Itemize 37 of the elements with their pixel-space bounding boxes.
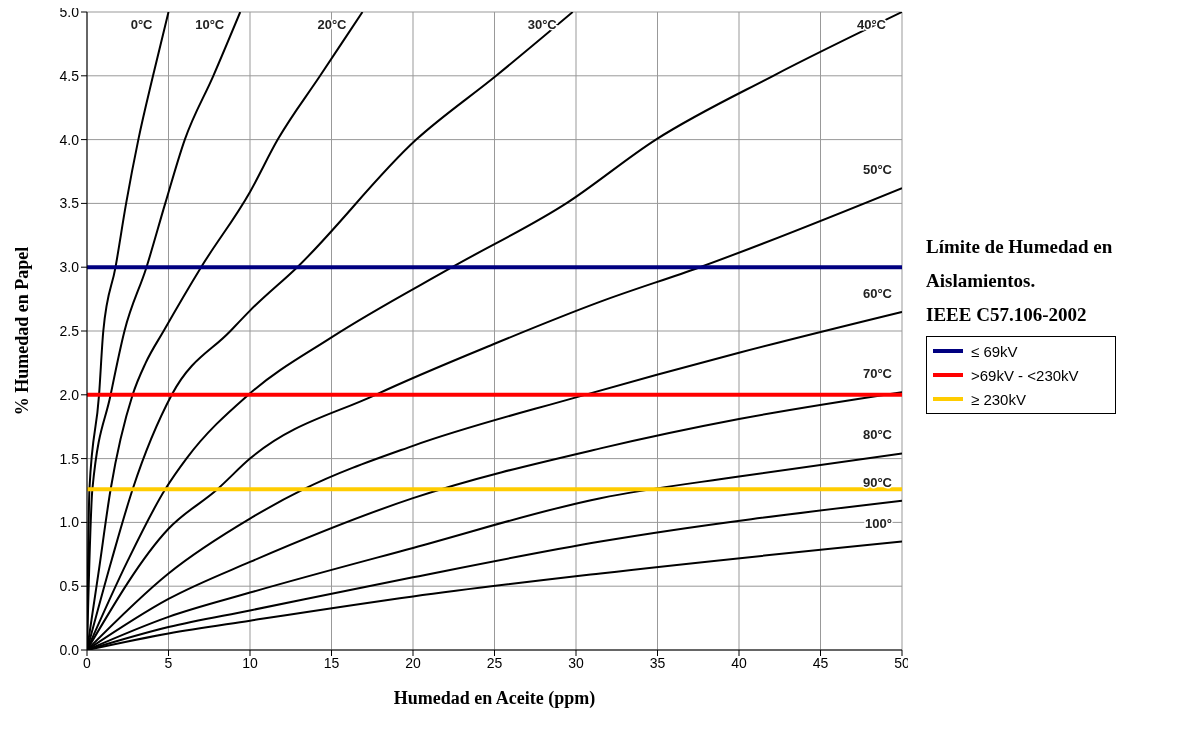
legend-label: >69kV - <230kV (971, 366, 1079, 384)
y-tick-label: 2.5 (59, 322, 80, 339)
legend-label: ≥ 230kV (971, 390, 1026, 408)
series-label: 100° (865, 515, 892, 531)
y-tick-label: 0.0 (59, 641, 80, 658)
y-tick-label: 3.5 (59, 195, 80, 212)
series-label: 0°C (130, 17, 154, 32)
series-label: 70°C (862, 366, 893, 382)
legend-label: ≤ 69kV (971, 342, 1018, 360)
series-label: 30°C (527, 17, 558, 32)
y-tick-label: 4.0 (59, 131, 80, 148)
series-label: 20°C (317, 17, 348, 32)
y-tick-label: 3.0 (59, 259, 80, 276)
x-tick-label: 35 (649, 654, 666, 671)
series-label: 50°C (862, 162, 893, 178)
x-tick-label: 40 (731, 654, 747, 671)
legend-title: Límite de Humedad en Aislamientos. IEEE C57.106-2002 (926, 235, 1114, 327)
y-axis-title: % Humedad en Papel (12, 246, 33, 416)
x-tick-label: 5 (164, 654, 173, 671)
x-tick-label: 20 (405, 654, 421, 671)
y-tick-label: 2.0 (59, 386, 80, 403)
x-tick-label: 0 (83, 654, 92, 671)
y-tick-label: 1.5 (59, 450, 80, 467)
y-tick-label: 0.5 (59, 578, 80, 595)
x-tick-label: 25 (486, 654, 503, 671)
x-tick-label: 45 (812, 654, 829, 671)
x-tick-label: 15 (323, 654, 340, 671)
x-axis-title: Humedad en Aceite (ppm) (393, 688, 596, 709)
y-tick-label: 1.0 (59, 514, 80, 531)
y-tick-label: 4.5 (59, 67, 80, 84)
series-label: 60°C (862, 285, 893, 301)
x-tick-label: 30 (568, 654, 584, 671)
series-label: 80°C (862, 427, 893, 443)
series-label: 10°C (195, 17, 225, 32)
y-tick-label: 5.0 (59, 3, 80, 20)
series-label: 90°C (862, 474, 893, 490)
x-tick-label: 10 (242, 654, 258, 671)
